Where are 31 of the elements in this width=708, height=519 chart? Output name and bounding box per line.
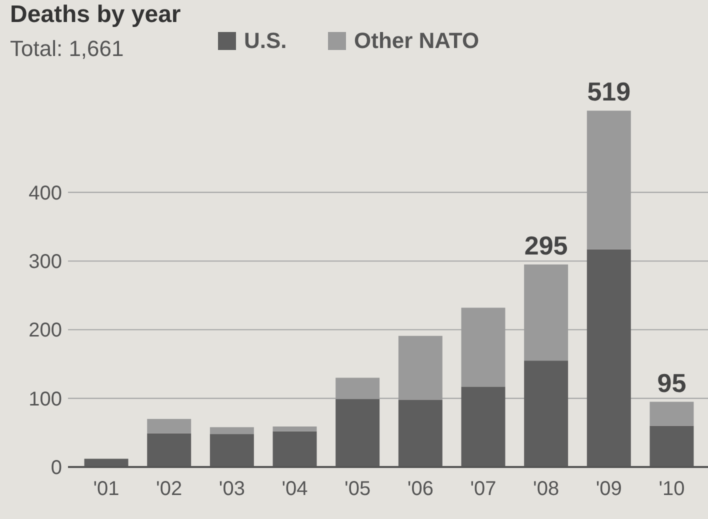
x-tick-label: '07 xyxy=(470,478,496,500)
total-label: 295 xyxy=(524,230,568,260)
text: Total: 1,661 xyxy=(10,36,124,61)
legend-label: Other NATO xyxy=(354,28,480,53)
total-label: 95 xyxy=(657,368,686,398)
bar xyxy=(586,110,631,250)
bar xyxy=(461,308,506,387)
y-tick-label: 200 xyxy=(28,320,62,342)
chart-title: Deaths by year xyxy=(10,1,181,28)
x-tick-label: '02 xyxy=(156,478,182,500)
x-tick-label: '08 xyxy=(533,478,560,500)
bar xyxy=(650,402,694,426)
bar xyxy=(336,378,380,400)
x-tick-label: '06 xyxy=(407,478,434,500)
x-tick-label: '04 xyxy=(282,478,308,500)
x-tick-label: '05 xyxy=(344,478,371,500)
x-tick-label: '09 xyxy=(596,478,622,500)
x-tick-label: '10 xyxy=(658,478,685,500)
x-tick-label: '01 xyxy=(93,478,120,500)
total-label: 519 xyxy=(587,76,631,107)
x-tick-label: '03 xyxy=(218,478,245,500)
bar xyxy=(210,427,254,434)
y-tick-label: 0 xyxy=(50,457,62,479)
y-tick-label: 100 xyxy=(28,388,62,410)
y-tick-label: 300 xyxy=(28,251,62,274)
bar xyxy=(524,264,568,361)
y-tick-label: 400 xyxy=(28,182,62,204)
bar xyxy=(272,426,317,432)
legend-label: U.S. xyxy=(244,28,287,53)
bar xyxy=(398,336,442,400)
bar xyxy=(147,418,192,434)
